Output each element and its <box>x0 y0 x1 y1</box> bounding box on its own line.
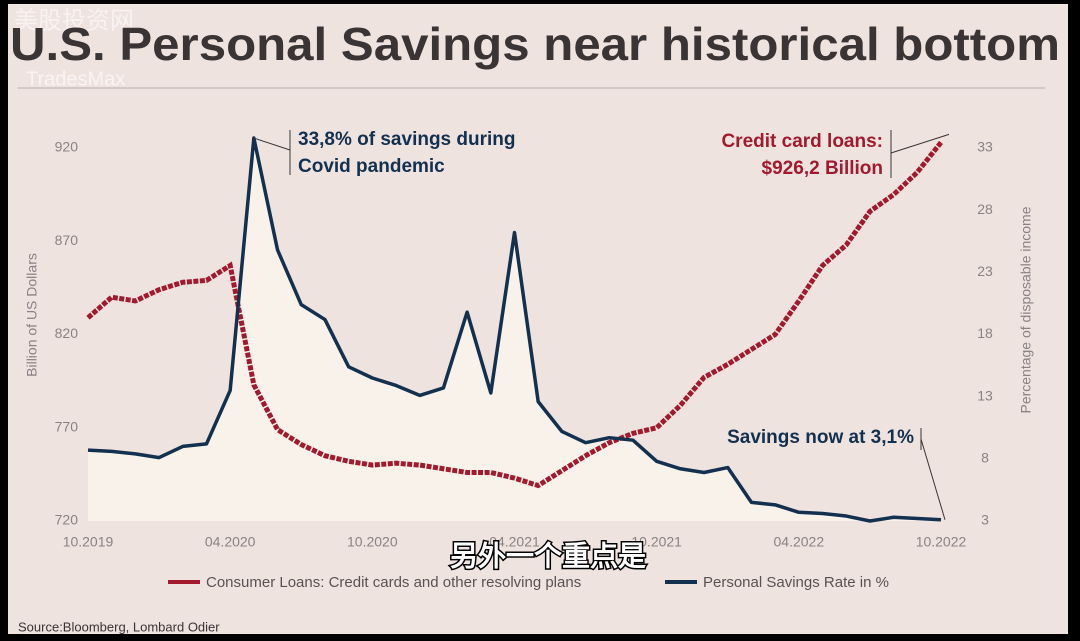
annotation-pointer <box>890 133 950 154</box>
x-tick-label: 04.2022 <box>774 534 825 550</box>
source: Source:Bloomberg, Lombard Odier <box>18 619 220 634</box>
series-line <box>86 140 943 489</box>
x-tick-label: 04.2020 <box>205 534 256 550</box>
x-tick-label: 04.2021 <box>489 534 540 550</box>
y2-axis-label: Percentage of disposable income <box>1018 206 1034 413</box>
watermark: 美股投资网 <box>14 7 134 34</box>
annotation: 33,8% of savings during <box>298 129 516 150</box>
legend-label: Consumer Loans: Credit cards and other r… <box>206 574 581 591</box>
annotation: Covid pandemic <box>298 156 445 177</box>
annotation: Savings now at 3,1% <box>727 427 914 448</box>
y-tick-label: 870 <box>55 232 79 248</box>
annotation: Credit card loans: <box>721 131 883 152</box>
chart-title: U.S. Personal Savings near historical bo… <box>10 18 1060 70</box>
savings-area <box>88 138 941 521</box>
y-tick-label: 720 <box>55 512 79 528</box>
y2-tick-label: 8 <box>981 450 989 466</box>
y-tick-label: 820 <box>55 325 79 341</box>
series-line <box>87 136 942 523</box>
y-tick-label: 920 <box>55 139 79 155</box>
y2-tick-label: 23 <box>977 263 993 279</box>
video-subtitle: 另外一个重点是 <box>450 540 646 571</box>
watermark: TradesMax <box>26 68 125 90</box>
legend-label: Personal Savings Rate in % <box>703 574 889 591</box>
x-tick-label: 10.2021 <box>631 534 682 550</box>
y2-tick-label: 18 <box>977 325 993 341</box>
annotation-pointer <box>920 438 946 520</box>
y2-tick-label: 13 <box>977 387 993 403</box>
x-tick-label: 10.2019 <box>63 534 114 550</box>
x-tick-label: 10.2022 <box>916 534 967 550</box>
y2-tick-label: 3 <box>981 512 989 528</box>
y2-tick-label: 28 <box>977 201 993 217</box>
annotation: $926,2 Billion <box>762 158 883 179</box>
y2-tick-label: 33 <box>977 139 993 155</box>
panel <box>8 4 1068 634</box>
y-axis-label: Billion of US Dollars <box>24 253 40 377</box>
x-tick-label: 10.2020 <box>347 534 398 550</box>
annotation-pointer <box>253 137 291 151</box>
y-tick-label: 770 <box>55 418 79 434</box>
